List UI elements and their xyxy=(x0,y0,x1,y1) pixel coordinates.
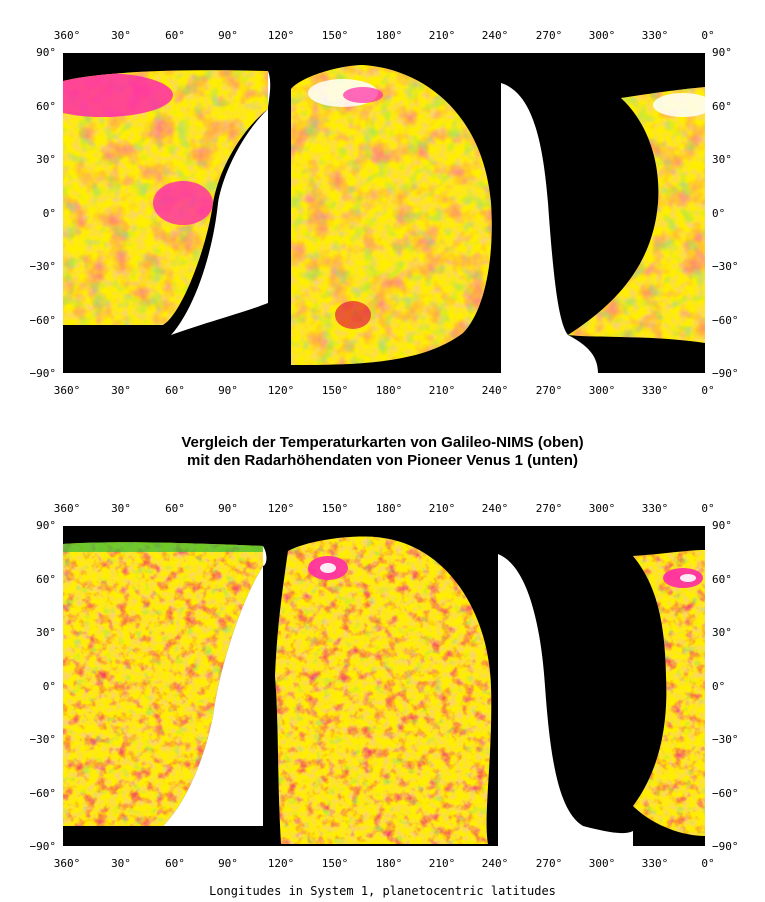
panel-galileo-nims: 360° 30° 60° 90° 120° 150° 180° 210° 240° 270° 300… xyxy=(0,0,765,410)
longitude-tick-label: 150° xyxy=(321,857,349,870)
latitude-tick-label: −90° xyxy=(712,840,739,853)
longitude-tick-label: 240° xyxy=(481,502,509,515)
longitude-tick-label: 90° xyxy=(218,29,238,42)
latitude-tick-label: −60° xyxy=(29,786,57,800)
longitude-tick-label: 270° xyxy=(535,29,563,42)
longitude-tick-label: 60° xyxy=(165,29,185,42)
longitude-tick-label: 300° xyxy=(588,857,616,870)
longitude-tick-label: 60° xyxy=(165,384,185,397)
longitude-tick-label: 30° xyxy=(111,502,131,515)
longitude-tick-label: 330° xyxy=(641,502,669,515)
longitude-tick-label: 210° xyxy=(428,502,456,515)
longitude-tick-label: 90° xyxy=(218,857,238,870)
latitude-tick-label: −60° xyxy=(29,313,57,327)
longitude-tick-label: 120° xyxy=(267,857,295,870)
latitude-tick-label: −30° xyxy=(712,733,739,746)
longitude-tick-label: 330° xyxy=(641,857,669,870)
longitude-tick-label: 210° xyxy=(428,29,456,42)
longitude-tick-label: 270° xyxy=(535,857,563,870)
latitude-tick-label: 30° xyxy=(712,626,732,639)
latitude-tick-label: 0° xyxy=(42,206,56,220)
latitude-tick-label: 60° xyxy=(712,572,732,586)
latitude-tick-label: 60° xyxy=(36,99,56,113)
latitude-tick-label: 30° xyxy=(36,626,56,639)
radar-altimetry-map xyxy=(63,526,705,846)
longitude-tick-label: 270° xyxy=(535,384,563,397)
longitude-tick-label: 270° xyxy=(535,502,563,515)
longitude-tick-label: 300° xyxy=(588,29,616,42)
latitude-tick-label: −30° xyxy=(712,260,739,273)
latitude-tick-label: 60° xyxy=(36,572,56,586)
latitude-tick-label: 90° xyxy=(36,519,56,532)
latitude-tick-label: 90° xyxy=(36,46,56,59)
longitude-tick-label: 150° xyxy=(321,502,349,515)
latitude-tick-label: 30° xyxy=(36,153,56,166)
temperature-map xyxy=(63,53,705,373)
latitude-tick-label: 90° xyxy=(712,46,732,59)
longitude-tick-label: 150° xyxy=(321,29,349,42)
latitude-tick-label: −60° xyxy=(712,313,739,327)
longitude-tick-label: 180° xyxy=(375,29,403,42)
longitude-tick-label: 90° xyxy=(218,502,238,515)
latitude-tick-label: 30° xyxy=(712,153,732,166)
longitude-tick-label: 0° xyxy=(701,857,715,870)
latitude-tick-label: 0° xyxy=(42,679,56,693)
longitude-tick-label: 180° xyxy=(375,857,403,870)
longitude-tick-label: 360° xyxy=(53,502,81,515)
temperature-map-image xyxy=(63,65,705,373)
latitude-tick-label: 60° xyxy=(712,99,732,113)
longitude-tick-label: 330° xyxy=(641,384,669,397)
latitude-tick-label: −90° xyxy=(29,840,57,853)
footer-caption: Longitudes in System 1, planetocentric l… xyxy=(209,884,556,898)
latitude-tick-label: −30° xyxy=(29,260,57,273)
latitude-tick-label: 0° xyxy=(712,206,726,220)
longitude-tick-label: 60° xyxy=(165,857,185,870)
longitude-tick-label: 300° xyxy=(588,384,616,397)
longitude-tick-label: 120° xyxy=(267,384,295,397)
longitude-tick-label: 150° xyxy=(321,384,349,397)
latitude-tick-label: −90° xyxy=(712,367,739,380)
latitude-tick-label: 0° xyxy=(712,679,726,693)
latitude-tick-label: −60° xyxy=(712,786,739,800)
latitude-tick-label: −90° xyxy=(29,367,57,380)
longitude-tick-label: 360° xyxy=(53,29,81,42)
longitude-tick-label: 360° xyxy=(53,384,81,397)
latitude-tick-label: −30° xyxy=(29,733,57,746)
longitude-tick-label: 120° xyxy=(267,502,295,515)
caption-line-2: mit den Radarhöhendaten von Pioneer Venu… xyxy=(187,452,578,469)
longitude-tick-label: 180° xyxy=(375,384,403,397)
longitude-tick-label: 240° xyxy=(481,29,509,42)
longitude-tick-label: 360° xyxy=(53,857,81,870)
longitude-tick-label: 30° xyxy=(111,29,131,42)
longitude-tick-label: 120° xyxy=(267,29,295,42)
longitude-tick-label: 60° xyxy=(165,502,185,515)
longitude-tick-label: 90° xyxy=(218,384,238,397)
longitude-tick-label: 30° xyxy=(111,384,131,397)
longitude-tick-label: 240° xyxy=(481,384,509,397)
radar-altimetry-map-image xyxy=(63,536,705,846)
longitude-tick-label: 0° xyxy=(701,29,715,42)
panel-pioneer-venus: 360° 30° 60° 90° 120° 150° 180° 210° 240° 270° 300… xyxy=(0,480,765,870)
longitude-tick-label: 30° xyxy=(111,857,131,870)
longitude-tick-label: 210° xyxy=(428,857,456,870)
longitude-tick-label: 180° xyxy=(375,502,403,515)
longitude-tick-label: 300° xyxy=(588,502,616,515)
caption-line-1: Vergleich der Temperaturkarten von Galil… xyxy=(181,434,584,451)
longitude-tick-label: 240° xyxy=(481,857,509,870)
longitude-tick-label: 210° xyxy=(428,384,456,397)
latitude-tick-label: 90° xyxy=(712,519,732,532)
longitude-tick-label: 330° xyxy=(641,29,669,42)
longitude-tick-label: 0° xyxy=(701,384,715,397)
longitude-tick-label: 0° xyxy=(701,502,715,515)
